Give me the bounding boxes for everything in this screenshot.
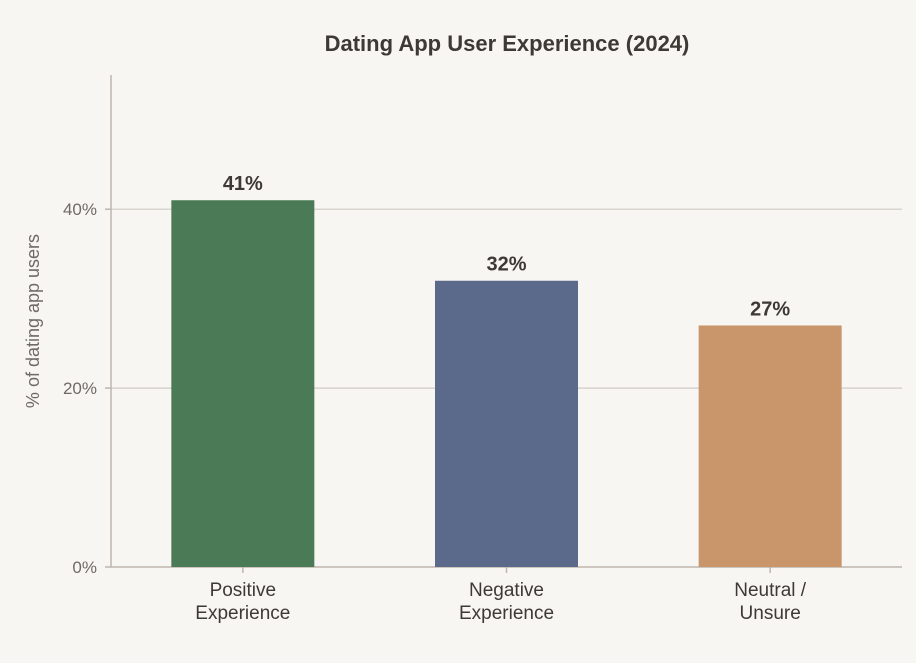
x-tick-labels: Positive Experience Negative Experience Neut… <box>195 580 806 624</box>
x-tick-label: Negative Experience <box>459 580 554 624</box>
y-tick-label: 20% <box>63 379 97 398</box>
x-tick-label: Neutral / Unsure <box>734 580 807 624</box>
bar-value-label: 27% <box>750 298 790 320</box>
bar-value-label: 41% <box>223 173 263 195</box>
bar <box>171 200 315 567</box>
y-axis-label: % of dating app users <box>23 234 43 408</box>
bars <box>171 200 842 567</box>
bar <box>435 280 578 567</box>
y-tick-label: 40% <box>63 200 97 219</box>
x-tick-label: Positive Experience <box>195 580 290 624</box>
y-tick-label: 0% <box>72 558 97 577</box>
bar-value-label: 32% <box>486 254 526 276</box>
bar <box>698 325 842 567</box>
data-labels: 41% 32% 27% <box>223 173 791 320</box>
chart-title: Dating App User Experience (2024) <box>325 31 690 56</box>
